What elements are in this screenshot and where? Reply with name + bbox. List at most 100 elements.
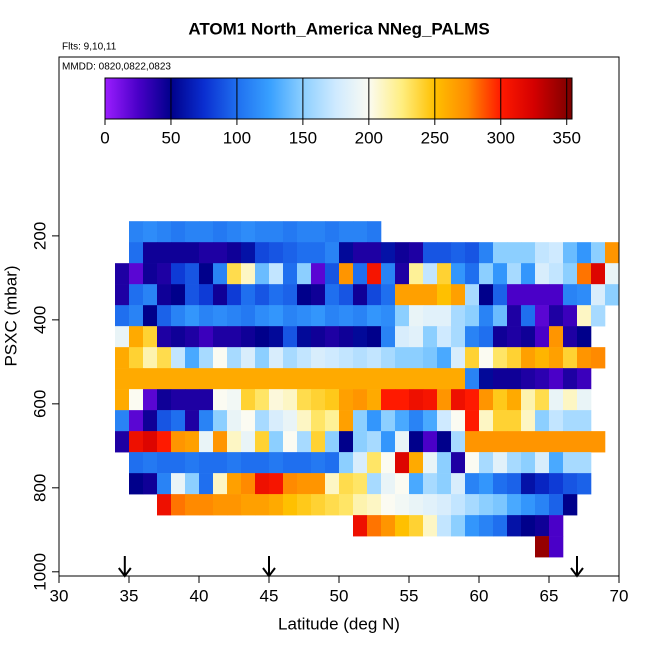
heat-cell (563, 326, 578, 348)
heat-cell (549, 452, 564, 474)
heat-cell (157, 452, 172, 474)
heat-cell (283, 284, 298, 306)
heat-cell (549, 368, 564, 390)
heat-cell (521, 284, 536, 306)
y-tick-label: 800 (30, 474, 49, 502)
heat-cell (311, 389, 326, 411)
heat-cell (115, 305, 130, 327)
heat-cell (577, 368, 592, 390)
heat-cell (129, 473, 144, 495)
heat-cell (367, 326, 382, 348)
heat-cell (591, 305, 606, 327)
heat-cell (311, 473, 326, 495)
heat-cell (199, 305, 214, 327)
heat-cell (479, 263, 494, 285)
heat-cell (255, 473, 270, 495)
heat-cell (493, 452, 508, 474)
y-tick-label: 1000 (30, 553, 49, 591)
heat-cell (213, 347, 228, 369)
heat-cell (479, 242, 494, 264)
heat-cell (563, 473, 578, 495)
heat-cell (157, 221, 172, 243)
heat-cell (185, 368, 200, 390)
heat-cell (423, 473, 438, 495)
heat-cell (115, 326, 130, 348)
heat-cell (199, 221, 214, 243)
heat-cell (241, 431, 256, 453)
heat-cell (563, 347, 578, 369)
heat-cell (521, 473, 536, 495)
heat-cell (297, 263, 312, 285)
heat-cell (143, 284, 158, 306)
heat-cell (283, 431, 298, 453)
heat-cell (241, 452, 256, 474)
heat-cell (437, 263, 452, 285)
heat-cell (535, 494, 550, 516)
heat-cell (423, 515, 438, 537)
heat-cell (367, 347, 382, 369)
heat-cell (563, 242, 578, 264)
heat-cell (437, 284, 452, 306)
heat-cell (199, 431, 214, 453)
heat-cell (521, 368, 536, 390)
heat-cell (549, 326, 564, 348)
heat-cell (549, 242, 564, 264)
heat-cell (353, 452, 368, 474)
heat-cell (465, 305, 480, 327)
heat-cell (395, 389, 410, 411)
heat-cell (311, 347, 326, 369)
heat-cell (577, 284, 592, 306)
heat-cell (255, 452, 270, 474)
heat-cell (157, 347, 172, 369)
heat-cell (535, 242, 550, 264)
heat-cell (297, 368, 312, 390)
heat-cell (143, 263, 158, 285)
heat-cell (115, 347, 130, 369)
heat-cell (213, 305, 228, 327)
heat-cell (157, 431, 172, 453)
heat-cell (199, 452, 214, 474)
heat-cell (311, 494, 326, 516)
heat-cell (199, 347, 214, 369)
heat-cell (269, 410, 284, 432)
heat-cell (213, 326, 228, 348)
heat-cell (563, 410, 578, 432)
heat-cell (423, 452, 438, 474)
heat-cell (269, 305, 284, 327)
colorbar-tick-label: 100 (223, 128, 251, 147)
heat-cell (185, 389, 200, 411)
heat-cell (479, 368, 494, 390)
heat-cell (563, 494, 578, 516)
heat-cell (171, 473, 186, 495)
heat-cell (451, 242, 466, 264)
heat-cell (311, 284, 326, 306)
heat-cell (465, 452, 480, 474)
heat-cell (129, 410, 144, 432)
heat-cell (213, 410, 228, 432)
heat-cell (283, 347, 298, 369)
heat-cell (451, 263, 466, 285)
heat-cell (465, 515, 480, 537)
heat-cell (479, 410, 494, 432)
heat-cell (507, 347, 522, 369)
heat-cell (129, 263, 144, 285)
heat-cell (339, 347, 354, 369)
heat-cell (367, 221, 382, 243)
heat-cell (381, 431, 396, 453)
heat-cell (269, 431, 284, 453)
heat-cell (115, 389, 130, 411)
heat-cell (311, 242, 326, 264)
heat-cell (353, 473, 368, 495)
heat-cell (269, 473, 284, 495)
heat-cell (353, 284, 368, 306)
heat-cell (465, 284, 480, 306)
subtitle: Flts: 9,10,11 (62, 42, 117, 53)
x-tick-label: 60 (470, 586, 489, 605)
heat-cell (143, 368, 158, 390)
heat-cell (311, 368, 326, 390)
heat-cell (367, 284, 382, 306)
heat-cell (381, 368, 396, 390)
heat-cell (241, 347, 256, 369)
heat-cell (199, 410, 214, 432)
heat-cell (269, 284, 284, 306)
